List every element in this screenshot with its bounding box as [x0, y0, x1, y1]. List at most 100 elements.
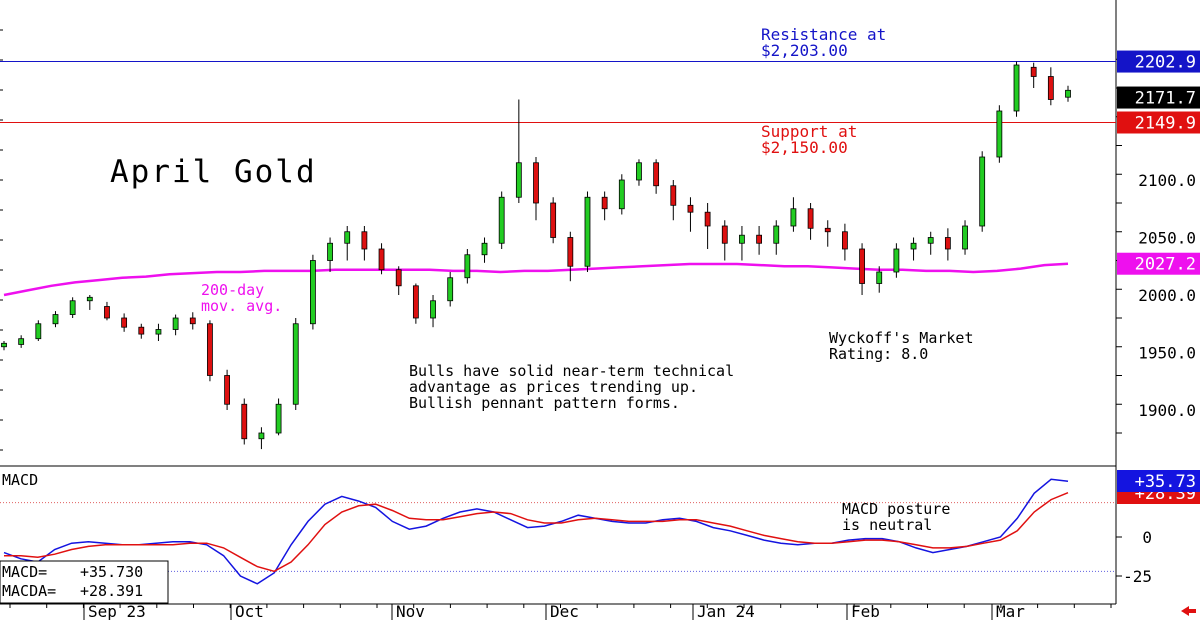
bulls-commentary-line3: Bullish pennant pattern forms.	[409, 394, 680, 412]
candle-body	[86, 296, 93, 302]
candle-body	[996, 110, 1003, 158]
candle-body	[567, 237, 574, 267]
scroll-left-arrow-icon[interactable]	[1181, 606, 1196, 616]
candle	[292, 318, 299, 410]
candle	[739, 226, 745, 261]
candle	[412, 283, 419, 324]
macd-tick-label: 0	[1142, 528, 1152, 547]
candle-body	[52, 314, 59, 325]
candle	[618, 174, 625, 215]
macd-readout-macd-value: +35.730	[80, 563, 143, 581]
candle-body	[464, 254, 471, 279]
candle-body	[224, 375, 230, 405]
candle	[121, 313, 128, 332]
candle-body	[876, 271, 883, 284]
candle-body	[927, 237, 934, 244]
candle-body	[447, 277, 454, 302]
candle	[910, 237, 917, 261]
candle-body	[601, 196, 608, 210]
candle-body	[739, 234, 745, 244]
support-label-line2: $2,150.00	[761, 138, 848, 157]
candle	[567, 231, 574, 282]
candle	[18, 335, 25, 348]
candle	[756, 226, 762, 255]
candle-body	[550, 202, 557, 238]
price-tick-label: 1950.0	[1138, 344, 1196, 363]
candle-body	[138, 326, 145, 335]
candle-body	[310, 260, 316, 325]
candle-body	[172, 317, 179, 330]
candle-body	[636, 162, 642, 181]
candle	[636, 159, 642, 186]
time-axis-label: Oct	[235, 602, 264, 620]
candle	[172, 314, 179, 336]
candle	[979, 151, 986, 232]
candle	[481, 237, 488, 263]
candle-body	[18, 338, 25, 345]
candle-body	[155, 329, 162, 335]
time-axis-label: Jan 24	[697, 602, 755, 620]
candle-body	[979, 156, 986, 227]
support-label: Support at $2,150.00	[761, 122, 867, 157]
candle	[361, 226, 368, 261]
candle-body	[361, 231, 368, 250]
candle	[996, 105, 1003, 163]
macd-tick-label: -25	[1123, 567, 1152, 586]
time-axis-label: Sep 23	[88, 602, 146, 620]
candle	[687, 197, 694, 232]
candle	[378, 243, 385, 275]
bulls-commentary-line2: advantage as prices trending up.	[409, 378, 698, 396]
wyckoff-rating: Wyckoff's Market Rating: 8.0	[829, 329, 983, 363]
candle-body	[910, 242, 917, 250]
candle-body	[1013, 64, 1020, 112]
candle	[464, 249, 471, 284]
candle	[601, 191, 608, 221]
candle	[944, 228, 951, 261]
macd-tag-macd-text: +35.73	[1135, 472, 1196, 492]
candle-body	[69, 300, 76, 315]
time-axis-label: Dec	[550, 602, 579, 620]
candle-body	[618, 179, 625, 210]
macd-panel-title: MACD	[2, 471, 38, 489]
candle-body	[515, 162, 522, 198]
candle-body	[687, 204, 694, 213]
candle	[807, 203, 814, 240]
candle-body	[207, 323, 213, 376]
resistance-tag-bg	[1117, 50, 1200, 73]
candle	[842, 223, 848, 261]
candle	[395, 266, 402, 295]
moving-average-line	[3, 262, 1069, 297]
candle-body	[859, 248, 865, 284]
candle-body	[1, 342, 7, 348]
moving-average-label-line2: mov. avg.	[201, 297, 282, 315]
candle-body	[498, 196, 505, 244]
candle	[533, 157, 539, 221]
resistance-label: Resistance at $2,203.00	[761, 25, 896, 60]
candle-body	[327, 242, 333, 261]
wyckoff-rating-line2: Rating: 8.0	[829, 345, 928, 363]
candle	[893, 243, 900, 278]
candle	[241, 398, 248, 445]
price-tick-label: 2100.0	[1138, 171, 1196, 190]
support-label-line1: Support at	[761, 122, 857, 141]
bulls-commentary-line1: Bulls have solid near-term technical	[409, 362, 734, 380]
candle-body	[258, 432, 265, 440]
candle	[962, 220, 968, 255]
candle	[584, 191, 591, 272]
candle	[1030, 62, 1037, 88]
macd-series-lines	[3, 478, 1069, 585]
candle	[207, 320, 213, 382]
candle-body	[275, 403, 282, 434]
candle	[790, 197, 797, 232]
candlestick-series	[1, 61, 1071, 450]
candle	[430, 295, 436, 328]
last-price-tag-bg	[1117, 86, 1200, 109]
candle-body	[670, 185, 677, 206]
price-tick-label: 1900.0	[1138, 401, 1196, 420]
candle-body	[721, 225, 728, 244]
candle	[344, 226, 351, 261]
candle-body	[241, 403, 248, 440]
macd-series-macda	[4, 492, 1069, 573]
macd-posture-line2: is neutral	[842, 516, 932, 534]
